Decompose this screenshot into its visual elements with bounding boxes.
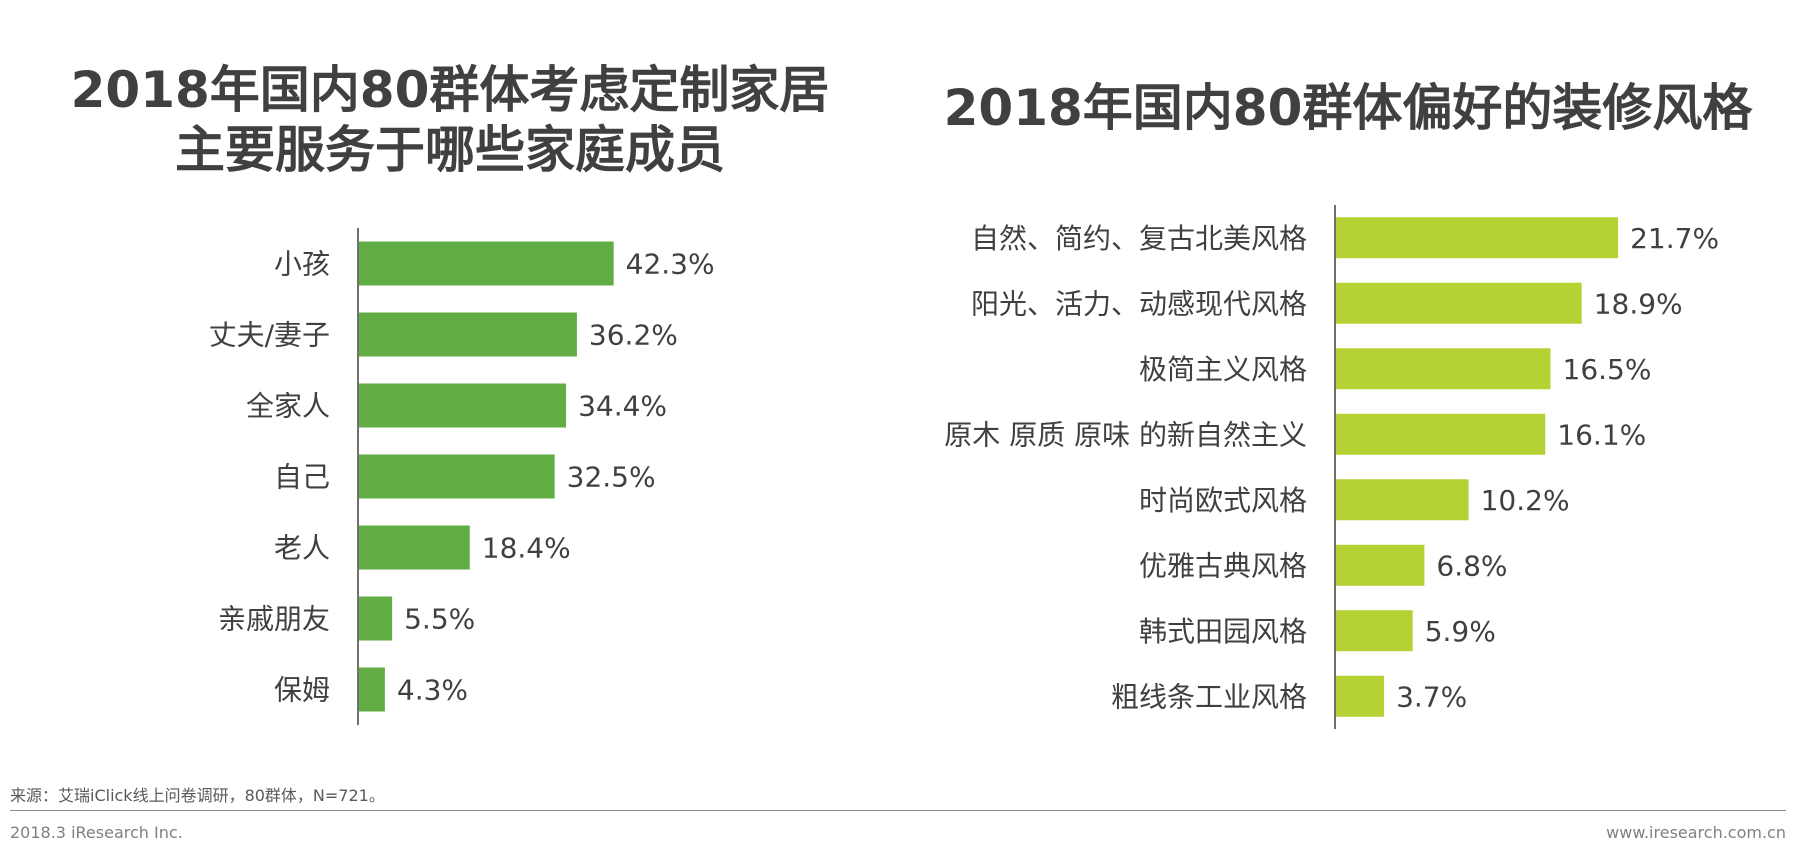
value-label: 5.5%	[404, 603, 475, 636]
category-label: 阳光、活力、动感现代风格	[971, 287, 1307, 320]
value-label: 10.2%	[1481, 484, 1570, 517]
bar	[359, 241, 614, 286]
value-label: 6.8%	[1436, 549, 1507, 582]
value-label: 36.2%	[589, 319, 678, 352]
bar	[359, 454, 555, 499]
category-label: 优雅古典风格	[1139, 549, 1307, 582]
category-label: 粗线条工业风格	[1111, 680, 1307, 713]
bar	[1336, 544, 1425, 586]
title-line: 主要服务于哪些家庭成员	[175, 121, 725, 179]
bar	[1336, 479, 1469, 521]
value-label: 4.3%	[397, 674, 468, 707]
category-label: 韩式田园风格	[1139, 615, 1307, 648]
category-label: 自己	[274, 461, 330, 494]
left-chart-title: 2018年国内80群体考虑定制家居 主要服务于哪些家庭成员	[0, 60, 900, 180]
category-label: 原木 原质 原味 的新自然主义	[944, 418, 1307, 451]
bar	[1336, 282, 1582, 324]
category-label: 保姆	[274, 674, 330, 707]
category-label: 小孩	[274, 248, 330, 281]
right-chart-title: 2018年国内80群体偏好的装修风格	[900, 78, 1796, 138]
value-label: 32.5%	[567, 461, 656, 494]
copyright-text: 2018.3 iResearch Inc.	[10, 823, 183, 842]
website-link[interactable]: www.iresearch.com.cn	[1606, 823, 1786, 842]
bar	[359, 383, 567, 428]
value-label: 16.5%	[1563, 353, 1652, 386]
right-chart: 自然、简约、复古北美风格 21.7% 阳光、活力、动感现代风格 18.9% 极简主义风格…	[944, 205, 1719, 729]
bar	[1336, 348, 1551, 390]
value-label: 3.7%	[1396, 680, 1467, 713]
bar	[1336, 610, 1413, 652]
bar	[1336, 675, 1385, 717]
category-label: 全家人	[246, 390, 330, 423]
bar	[359, 667, 385, 712]
bar	[359, 525, 470, 570]
value-label: 16.1%	[1557, 418, 1646, 451]
title-line: 2018年国内80群体考虑定制家居	[70, 61, 830, 119]
bar	[359, 596, 393, 641]
source-note: 来源：艾瑞iClick线上问卷调研，80群体，N=721。	[10, 786, 385, 805]
footer-divider	[10, 810, 1786, 811]
bar	[359, 312, 577, 357]
bar	[1336, 413, 1546, 455]
category-label: 丈夫/妻子	[209, 319, 330, 352]
left-chart: 小孩 42.3% 丈夫/妻子 36.2% 全家人 34.4% 自己 32.5% 老人 18.4% 亲…	[209, 228, 715, 725]
value-label: 34.4%	[578, 390, 667, 423]
value-label: 21.7%	[1630, 222, 1719, 255]
value-label: 42.3%	[626, 248, 715, 281]
value-label: 5.9%	[1425, 615, 1496, 648]
category-label: 极简主义风格	[1139, 353, 1307, 386]
category-label: 亲戚朋友	[218, 603, 330, 636]
title-line: 2018年国内80群体偏好的装修风格	[943, 79, 1753, 137]
category-label: 时尚欧式风格	[1139, 484, 1307, 517]
bar	[1336, 217, 1619, 259]
category-label: 自然、简约、复古北美风格	[971, 222, 1307, 255]
value-label: 18.9%	[1594, 287, 1683, 320]
value-label: 18.4%	[482, 532, 571, 565]
category-label: 老人	[274, 532, 330, 565]
